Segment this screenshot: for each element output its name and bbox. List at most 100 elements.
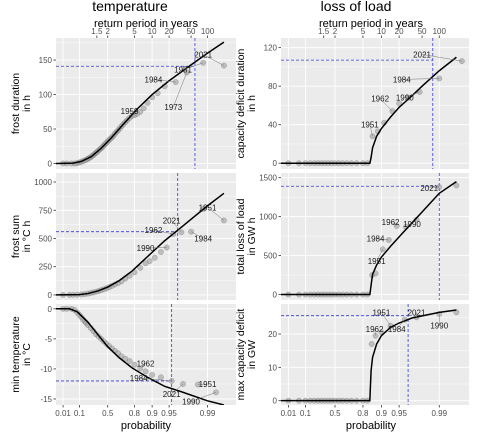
data-point — [158, 374, 164, 381]
y-tick-label: -10 — [40, 365, 52, 374]
y-tick-label: 1000 — [34, 178, 52, 187]
y-tick-label: 500 — [264, 252, 278, 261]
annotation-leader — [203, 54, 225, 66]
annotation-label: 2021 — [408, 308, 426, 317]
annotation-label: 1984 — [194, 234, 212, 243]
annotation-label: 1984 — [367, 234, 385, 243]
data-layer: 1951 2021 1962 1984 1990 — [281, 304, 460, 405]
y-axis-title: max capacity deficitin GW — [235, 309, 258, 401]
y-axis-title: frost sumin °C h — [10, 215, 33, 258]
annotation-leader — [153, 79, 176, 83]
annotation-leader — [171, 220, 182, 233]
y-tick-label: 120 — [264, 44, 278, 53]
y-axis-title-line: in h — [21, 95, 33, 112]
annotation-leader — [140, 363, 146, 369]
y-axis-title-line: in °C — [21, 343, 33, 366]
data-point — [149, 372, 156, 378]
annotation-leader — [390, 221, 397, 227]
data-point — [146, 258, 153, 264]
y-tick-label: 0 — [48, 159, 53, 168]
bottom-tick-label: 0.1 — [300, 409, 312, 418]
top-tick-label: 100 — [201, 27, 215, 36]
annotation-label: 1959 — [121, 107, 139, 116]
annotation-label: 1962 — [137, 360, 155, 369]
panel-4: 0 500 1000 1500 total loss of loadin GW h 202… — [235, 173, 469, 300]
top-tick-label: 50 — [187, 27, 196, 36]
annotation-leader — [376, 249, 383, 262]
bottom-tick-label: 0.01 — [55, 409, 71, 418]
annotation-leader — [396, 319, 405, 330]
top-tick-label: 20 — [395, 27, 404, 36]
y-tick-label: 1500 — [259, 174, 277, 183]
y-tick-label: 0 — [48, 291, 53, 300]
y-tick-label: 80 — [268, 82, 277, 91]
annotation-leader — [190, 392, 217, 402]
annotation-leader — [197, 383, 208, 385]
annotation-leader — [173, 72, 187, 108]
y-tick-label: 20 — [268, 330, 277, 339]
bottom-tick-label: 0.99 — [431, 409, 447, 418]
top-tick-label: 2 — [105, 27, 110, 36]
top-tick-label: 20 — [165, 27, 174, 36]
annotation-leader — [207, 207, 225, 221]
y-tick-label: 750 — [39, 206, 53, 215]
annotation-leader — [375, 238, 389, 241]
annotation-leader — [411, 219, 417, 225]
annotation-leader — [138, 377, 172, 382]
annotation-leader — [369, 124, 373, 137]
top-tick-label: 5 — [361, 27, 366, 36]
bottom-tick-label: 0.99 — [200, 409, 216, 418]
data-layer: 1962 1984 2021 1951 1990 — [56, 304, 225, 405]
y-axis-title: frost durationin h — [10, 73, 33, 134]
y-axis-title: total loss of loadin GW h — [235, 198, 258, 274]
y-axis-title-line: in h — [246, 95, 258, 112]
bottom-tick-label: 0.9 — [147, 409, 159, 418]
data-point — [137, 108, 144, 115]
annotation-label: 1962 — [371, 95, 389, 104]
annotation-leader — [129, 110, 138, 115]
y-tick-label: 0 — [273, 291, 278, 300]
y-axis-title-line: total loss of load — [235, 198, 247, 274]
data-point — [158, 249, 164, 255]
bottom-tick-label: 0.8 — [357, 409, 369, 418]
bottom-tick-label: 0.01 — [281, 409, 297, 418]
fit-curve — [281, 56, 457, 164]
y-axis-title-line: frost duration — [10, 73, 22, 134]
y-tick-label: 0 — [48, 305, 53, 314]
y-axis-title-line: in GW h — [246, 217, 258, 255]
data-point — [126, 358, 133, 365]
y-tick-label: 150 — [39, 56, 53, 65]
y-tick-label: 0 — [273, 159, 278, 168]
panel-background — [281, 304, 469, 405]
y-axis-title: capacity deficit durationin h — [235, 48, 258, 158]
top-tick-label: 100 — [433, 27, 447, 36]
annotation-label: 1984 — [393, 75, 411, 84]
top-tick-label: 1.5 — [91, 27, 103, 36]
annotation-leader — [404, 91, 420, 98]
annotation-leader — [190, 231, 204, 239]
y-axis-title-line: frost sum — [10, 215, 22, 258]
annotation-label: 1951 — [368, 257, 386, 266]
y-tick-label: 50 — [43, 125, 52, 134]
annotation-leader — [401, 78, 440, 80]
top-tick-label: 1.5 — [318, 27, 330, 36]
annotation-label: 2021 — [413, 50, 431, 59]
annotation-leader — [153, 229, 174, 235]
annotation-leader — [145, 247, 167, 249]
top-axis-title-right: return period in years — [319, 18, 423, 30]
temperature-column-title: temperature — [92, 0, 168, 14]
bottom-axis-title-right: probability — [346, 420, 397, 432]
data-layer: 2021 1984 1962 1990 1951 — [281, 38, 465, 169]
annotation-label: 2021 — [163, 216, 181, 225]
annotation-label: 1962 — [382, 218, 400, 227]
y-tick-label: 500 — [39, 234, 53, 243]
bottom-tick-label: 0.8 — [129, 409, 141, 418]
data-point — [453, 309, 460, 316]
y-axis-title-line: max capacity deficit — [235, 309, 247, 401]
